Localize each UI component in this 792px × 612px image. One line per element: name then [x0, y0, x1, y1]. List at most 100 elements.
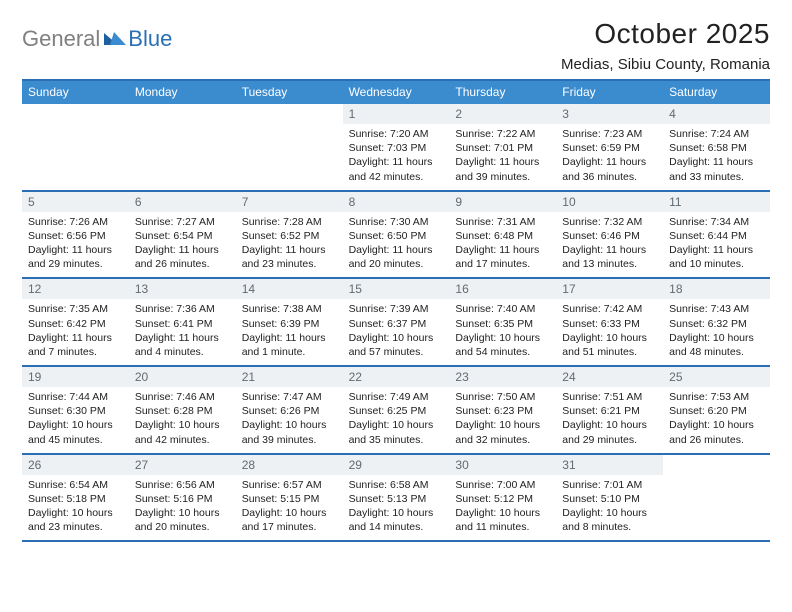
sunrise-line: Sunrise: 7:35 AM [28, 302, 123, 316]
sunrise-line: Sunrise: 6:58 AM [349, 478, 444, 492]
sunset-line: Sunset: 6:59 PM [562, 141, 657, 155]
calendar-cell: 14Sunrise: 7:38 AMSunset: 6:39 PMDayligh… [236, 279, 343, 365]
daylight-line: Daylight: 10 hours and 45 minutes. [28, 418, 123, 446]
sunset-line: Sunset: 6:32 PM [669, 317, 764, 331]
calendar-cell: 22Sunrise: 7:49 AMSunset: 6:25 PMDayligh… [343, 367, 450, 453]
sunrise-line: Sunrise: 7:44 AM [28, 390, 123, 404]
logo-text-gray: General [22, 26, 100, 52]
daylight-line: Daylight: 10 hours and 57 minutes. [349, 331, 444, 359]
day-content: Sunrise: 7:28 AMSunset: 6:52 PMDaylight:… [236, 212, 343, 278]
sunrise-line: Sunrise: 7:34 AM [669, 215, 764, 229]
day-content: Sunrise: 7:50 AMSunset: 6:23 PMDaylight:… [449, 387, 556, 453]
calendar-cell: 20Sunrise: 7:46 AMSunset: 6:28 PMDayligh… [129, 367, 236, 453]
calendar-cell: 1Sunrise: 7:20 AMSunset: 7:03 PMDaylight… [343, 104, 450, 190]
sunset-line: Sunset: 7:01 PM [455, 141, 550, 155]
sunrise-line: Sunrise: 7:32 AM [562, 215, 657, 229]
daylight-line: Daylight: 10 hours and 32 minutes. [455, 418, 550, 446]
daylight-line: Daylight: 10 hours and 51 minutes. [562, 331, 657, 359]
day-content: Sunrise: 7:53 AMSunset: 6:20 PMDaylight:… [663, 387, 770, 453]
sunset-line: Sunset: 6:35 PM [455, 317, 550, 331]
calendar-cell: 13Sunrise: 7:36 AMSunset: 6:41 PMDayligh… [129, 279, 236, 365]
dow-friday: Friday [556, 81, 663, 104]
daylight-line: Daylight: 11 hours and 20 minutes. [349, 243, 444, 271]
sunset-line: Sunset: 6:26 PM [242, 404, 337, 418]
daylight-line: Daylight: 11 hours and 36 minutes. [562, 155, 657, 183]
day-content: Sunrise: 7:34 AMSunset: 6:44 PMDaylight:… [663, 212, 770, 278]
calendar-cell: 8Sunrise: 7:30 AMSunset: 6:50 PMDaylight… [343, 192, 450, 278]
day-number: 1 [343, 104, 450, 124]
sunrise-line: Sunrise: 7:27 AM [135, 215, 230, 229]
day-content: Sunrise: 7:32 AMSunset: 6:46 PMDaylight:… [556, 212, 663, 278]
day-content: Sunrise: 7:39 AMSunset: 6:37 PMDaylight:… [343, 299, 450, 365]
sunset-line: Sunset: 5:16 PM [135, 492, 230, 506]
calendar-grid: Sunday Monday Tuesday Wednesday Thursday… [22, 79, 770, 542]
day-number: 7 [236, 192, 343, 212]
daylight-line: Daylight: 11 hours and 4 minutes. [135, 331, 230, 359]
daylight-line: Daylight: 11 hours and 26 minutes. [135, 243, 230, 271]
daylight-line: Daylight: 10 hours and 17 minutes. [242, 506, 337, 534]
calendar-page: General Blue October 2025 Medias, Sibiu … [0, 0, 792, 552]
sunrise-line: Sunrise: 7:23 AM [562, 127, 657, 141]
daylight-line: Daylight: 10 hours and 39 minutes. [242, 418, 337, 446]
day-number: 31 [556, 455, 663, 475]
calendar-cell [663, 455, 770, 541]
daylight-line: Daylight: 10 hours and 14 minutes. [349, 506, 444, 534]
sunset-line: Sunset: 6:50 PM [349, 229, 444, 243]
sunrise-line: Sunrise: 7:49 AM [349, 390, 444, 404]
calendar-cell: 10Sunrise: 7:32 AMSunset: 6:46 PMDayligh… [556, 192, 663, 278]
calendar-cell: 18Sunrise: 7:43 AMSunset: 6:32 PMDayligh… [663, 279, 770, 365]
sunrise-line: Sunrise: 7:22 AM [455, 127, 550, 141]
day-content: Sunrise: 7:01 AMSunset: 5:10 PMDaylight:… [556, 475, 663, 541]
daylight-line: Daylight: 11 hours and 33 minutes. [669, 155, 764, 183]
sunrise-line: Sunrise: 7:40 AM [455, 302, 550, 316]
daylight-line: Daylight: 11 hours and 17 minutes. [455, 243, 550, 271]
sunrise-line: Sunrise: 7:50 AM [455, 390, 550, 404]
sunrise-line: Sunrise: 6:54 AM [28, 478, 123, 492]
day-number: 4 [663, 104, 770, 124]
sunrise-line: Sunrise: 7:26 AM [28, 215, 123, 229]
sunrise-line: Sunrise: 7:00 AM [455, 478, 550, 492]
day-number: 27 [129, 455, 236, 475]
day-content: Sunrise: 7:51 AMSunset: 6:21 PMDaylight:… [556, 387, 663, 453]
calendar-cell: 29Sunrise: 6:58 AMSunset: 5:13 PMDayligh… [343, 455, 450, 541]
sunrise-line: Sunrise: 7:30 AM [349, 215, 444, 229]
day-number: 29 [343, 455, 450, 475]
sunrise-line: Sunrise: 7:38 AM [242, 302, 337, 316]
day-number: 8 [343, 192, 450, 212]
daylight-line: Daylight: 11 hours and 29 minutes. [28, 243, 123, 271]
calendar-cell [129, 104, 236, 190]
day-content: Sunrise: 6:54 AMSunset: 5:18 PMDaylight:… [22, 475, 129, 541]
day-number: 9 [449, 192, 556, 212]
calendar-cell: 19Sunrise: 7:44 AMSunset: 6:30 PMDayligh… [22, 367, 129, 453]
day-content: Sunrise: 7:20 AMSunset: 7:03 PMDaylight:… [343, 124, 450, 190]
calendar-cell: 27Sunrise: 6:56 AMSunset: 5:16 PMDayligh… [129, 455, 236, 541]
calendar-cell: 9Sunrise: 7:31 AMSunset: 6:48 PMDaylight… [449, 192, 556, 278]
sunset-line: Sunset: 5:10 PM [562, 492, 657, 506]
sunset-line: Sunset: 6:46 PM [562, 229, 657, 243]
day-number: 16 [449, 279, 556, 299]
day-number: 30 [449, 455, 556, 475]
calendar-cell: 17Sunrise: 7:42 AMSunset: 6:33 PMDayligh… [556, 279, 663, 365]
sunrise-line: Sunrise: 7:46 AM [135, 390, 230, 404]
day-number: 28 [236, 455, 343, 475]
day-number: 6 [129, 192, 236, 212]
sunset-line: Sunset: 6:30 PM [28, 404, 123, 418]
day-number: 10 [556, 192, 663, 212]
sunset-line: Sunset: 6:21 PM [562, 404, 657, 418]
calendar-cell: 12Sunrise: 7:35 AMSunset: 6:42 PMDayligh… [22, 279, 129, 365]
sunset-line: Sunset: 6:28 PM [135, 404, 230, 418]
header: General Blue October 2025 Medias, Sibiu … [22, 18, 770, 73]
calendar-cell: 15Sunrise: 7:39 AMSunset: 6:37 PMDayligh… [343, 279, 450, 365]
daylight-line: Daylight: 10 hours and 35 minutes. [349, 418, 444, 446]
calendar-cell: 2Sunrise: 7:22 AMSunset: 7:01 PMDaylight… [449, 104, 556, 190]
day-content: Sunrise: 7:26 AMSunset: 6:56 PMDaylight:… [22, 212, 129, 278]
day-number: 23 [449, 367, 556, 387]
day-content: Sunrise: 7:44 AMSunset: 6:30 PMDaylight:… [22, 387, 129, 453]
daylight-line: Daylight: 11 hours and 42 minutes. [349, 155, 444, 183]
sunset-line: Sunset: 6:41 PM [135, 317, 230, 331]
day-content: Sunrise: 7:30 AMSunset: 6:50 PMDaylight:… [343, 212, 450, 278]
sunrise-line: Sunrise: 7:28 AM [242, 215, 337, 229]
day-content: Sunrise: 7:46 AMSunset: 6:28 PMDaylight:… [129, 387, 236, 453]
daylight-line: Daylight: 11 hours and 23 minutes. [242, 243, 337, 271]
day-number: 21 [236, 367, 343, 387]
